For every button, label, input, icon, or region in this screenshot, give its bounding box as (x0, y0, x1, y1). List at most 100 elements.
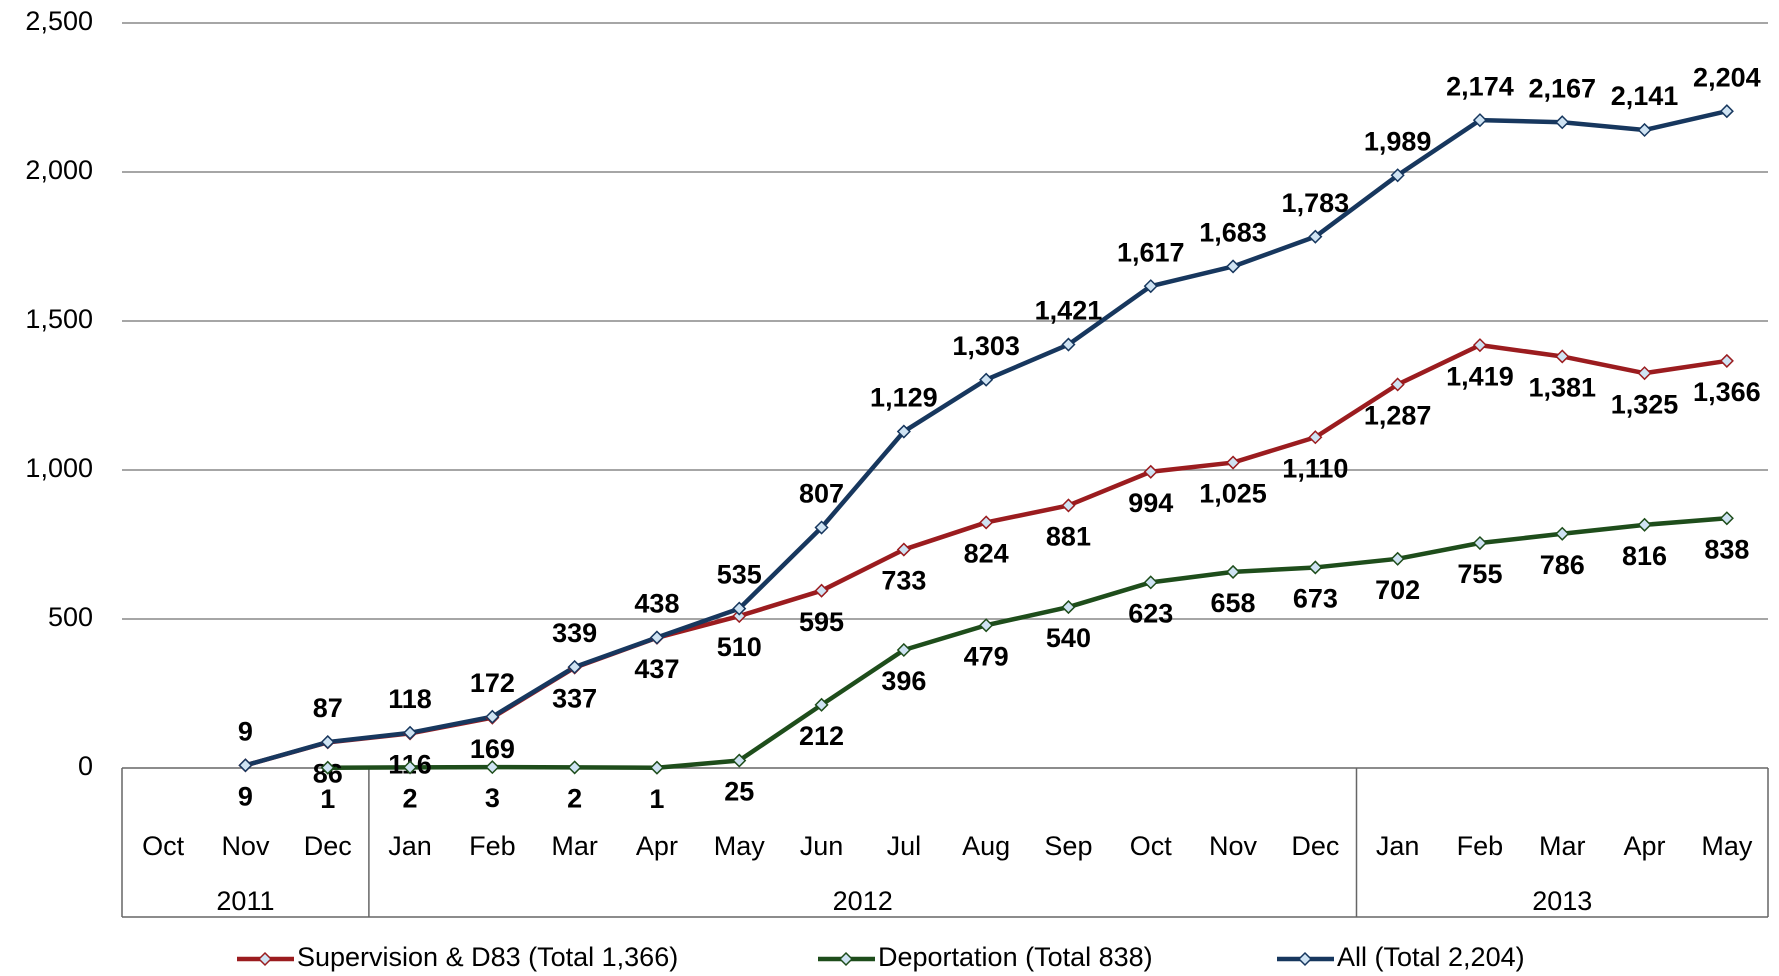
data-label: 1,025 (1199, 479, 1267, 509)
data-point (238, 758, 253, 773)
data-label: 25 (724, 777, 754, 807)
data-point (1472, 338, 1488, 353)
x-tick-label: Oct (142, 831, 185, 861)
x-tick-label: Nov (1209, 831, 1258, 861)
legend-label: Supervision & D83 (Total 1,366) (297, 942, 678, 972)
data-label: 87 (313, 693, 343, 723)
data-point (1637, 366, 1652, 381)
series-line (327, 516, 1728, 770)
x-tick-label: Feb (469, 831, 516, 861)
data-label: 816 (1622, 541, 1667, 571)
data-point (320, 760, 335, 775)
data-point (1308, 430, 1323, 445)
data-point (1555, 115, 1570, 130)
data-label: 396 (881, 666, 926, 696)
data-point (485, 709, 500, 724)
data-point (649, 760, 665, 775)
group-label: 2012 (833, 886, 893, 916)
data-label: 786 (1540, 550, 1585, 580)
data-label: 172 (470, 668, 515, 698)
data-label: 1 (320, 784, 335, 814)
data-label: 437 (634, 654, 679, 684)
data-label: 1,989 (1364, 126, 1432, 156)
data-point (896, 642, 911, 658)
data-point (1719, 104, 1734, 119)
data-point (732, 608, 747, 624)
data-point (979, 515, 994, 530)
data-point (1225, 564, 1241, 579)
x-tick-label: Oct (1130, 831, 1173, 861)
data-label: 881 (1046, 522, 1091, 552)
x-tick-label: Jan (388, 831, 432, 861)
y-tick-label: 1,500 (25, 304, 93, 334)
data-point (1472, 535, 1488, 551)
data-label: 994 (1128, 488, 1173, 518)
data-label: 658 (1211, 588, 1256, 618)
data-label: 733 (881, 566, 926, 596)
data-point (402, 725, 418, 740)
x-tick-label: Apr (1624, 831, 1666, 861)
data-label: 2,174 (1446, 71, 1514, 101)
x-tick-label: Sep (1044, 831, 1092, 861)
data-label: 337 (552, 684, 597, 714)
data-label: 807 (799, 479, 844, 509)
data-point (1472, 113, 1488, 128)
data-point (649, 630, 665, 645)
data-label: 438 (634, 589, 679, 619)
y-tick-label: 2,500 (25, 6, 93, 36)
data-point (1390, 168, 1405, 183)
x-tick-label: Nov (221, 831, 270, 861)
data-label: 2,141 (1611, 81, 1679, 111)
legend-marker (1297, 951, 1313, 967)
data-point (1308, 560, 1323, 575)
data-label: 2,167 (1528, 73, 1596, 103)
data-label: 1,325 (1611, 389, 1679, 419)
data-point (1308, 229, 1323, 244)
data-point (402, 760, 418, 775)
data-point (1719, 511, 1734, 526)
data-point (1143, 575, 1158, 590)
data-label: 1,366 (1693, 377, 1761, 407)
data-label: 2,204 (1693, 62, 1761, 92)
data-point (896, 542, 911, 557)
data-label: 623 (1128, 598, 1173, 628)
y-tick-label: 2,000 (25, 155, 93, 185)
data-label: 339 (552, 618, 597, 648)
data-point (1390, 377, 1405, 392)
x-tick-label: May (1701, 831, 1753, 861)
x-tick-label: Aug (962, 831, 1010, 861)
data-point (1061, 337, 1076, 352)
data-label: 1 (649, 784, 664, 814)
data-label: 540 (1046, 623, 1091, 653)
data-point (1061, 498, 1076, 513)
data-label: 479 (964, 641, 1009, 671)
data-label: 1,129 (870, 383, 938, 413)
data-point (1637, 122, 1652, 138)
data-label: 1,381 (1528, 373, 1596, 403)
data-label: 2 (403, 784, 418, 814)
data-point (1143, 279, 1158, 294)
data-label: 1,110 (1282, 453, 1348, 483)
data-point (732, 753, 747, 768)
x-tick-label: Mar (551, 831, 598, 861)
data-point (1555, 526, 1570, 541)
x-tick-label: May (714, 831, 766, 861)
data-label: 824 (964, 539, 1009, 569)
data-label: 1,421 (1035, 296, 1103, 326)
data-label: 212 (799, 721, 844, 751)
x-tick-label: Jan (1376, 831, 1420, 861)
data-label: 1,287 (1364, 401, 1432, 431)
data-label: 3 (485, 783, 500, 813)
data-point (814, 697, 829, 712)
data-label: 2 (567, 784, 582, 814)
data-point (732, 601, 747, 616)
data-label: 535 (717, 560, 762, 590)
data-point (979, 372, 994, 387)
data-label: 169 (470, 734, 515, 764)
data-label: 1,783 (1282, 188, 1350, 218)
data-point (567, 659, 582, 675)
y-tick-label: 0 (78, 751, 93, 781)
data-label: 1,303 (952, 331, 1020, 361)
data-label: 9 (238, 716, 253, 746)
